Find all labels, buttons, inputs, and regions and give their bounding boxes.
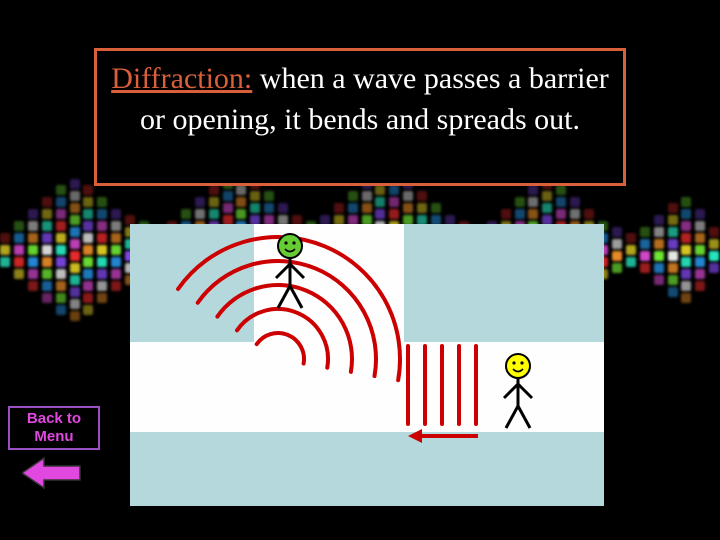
back-to-menu-button[interactable]: Back to Menu	[8, 406, 100, 450]
back-arrow-icon[interactable]	[22, 456, 82, 490]
back-label: Back to Menu	[10, 410, 98, 446]
term: Diffraction:	[111, 62, 252, 95]
diffraction-diagram	[130, 224, 604, 506]
diagram-svg	[130, 224, 604, 506]
definition-box: Diffraction: when a wave passes a barrie…	[94, 48, 626, 186]
